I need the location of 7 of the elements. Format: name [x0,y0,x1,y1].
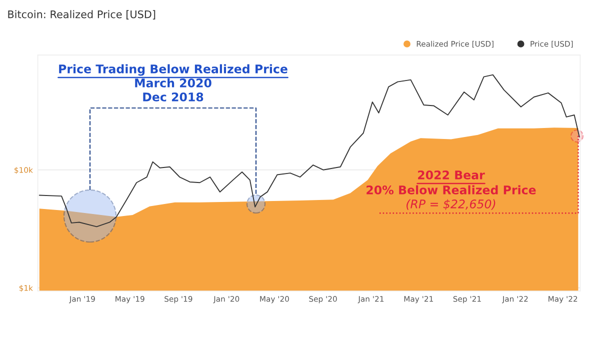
annotation: 20% Below Realized Price [366,185,536,194]
annotation: (RP = $22,650) [406,199,496,210]
annotation: Price Trading Below Realized Price [59,64,288,76]
annotation: March 2020 [135,78,212,88]
annotation: Dec 2018 [143,92,204,102]
chart-title: Bitcoin: Realized Price [USD] [8,10,156,20]
annotation: 2022 Bear [418,170,485,180]
